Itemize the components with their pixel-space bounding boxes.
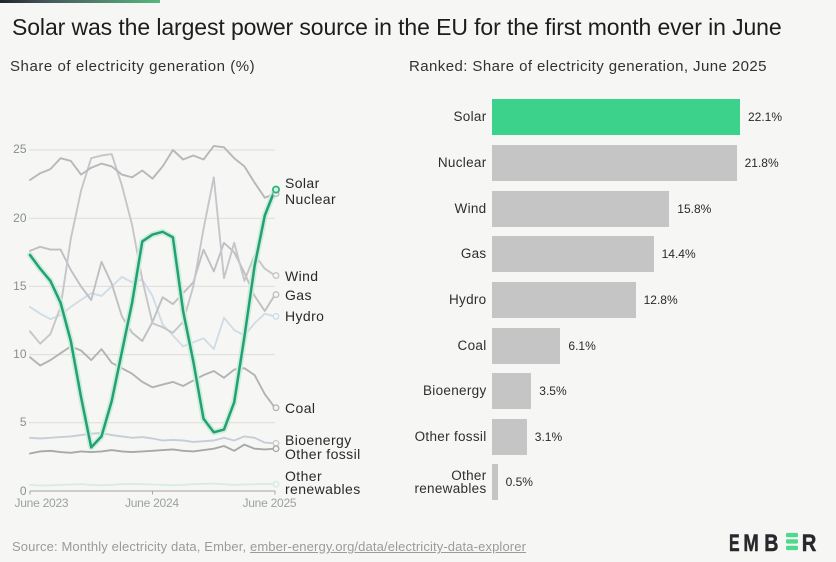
svg-text:B: B [764, 531, 778, 554]
svg-text:R: R [802, 531, 817, 554]
svg-text:M: M [743, 531, 758, 554]
svg-text:E: E [729, 531, 740, 554]
